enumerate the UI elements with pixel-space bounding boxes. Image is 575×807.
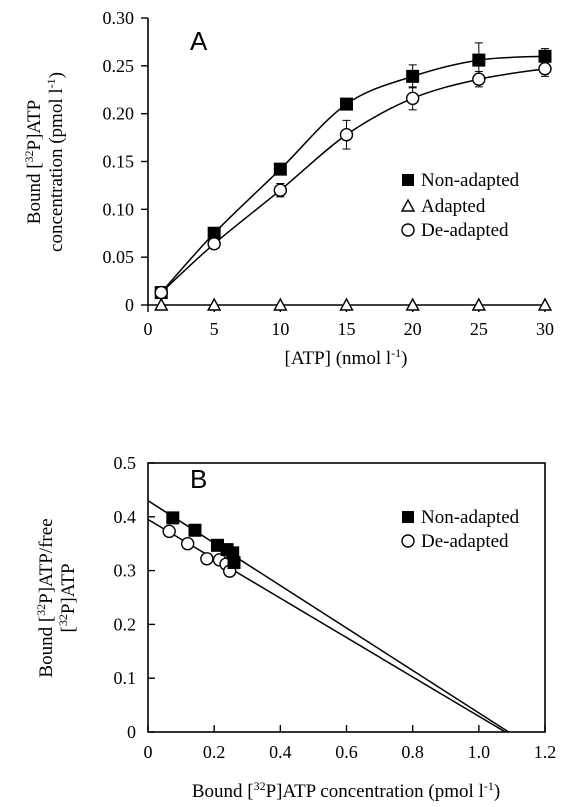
data-point-filled-square (273, 162, 287, 176)
data-point-filled-square (166, 511, 180, 525)
legend-open-triangle-icon (400, 198, 416, 212)
data-point-open-circle (180, 537, 195, 551)
data-point-open-circle (405, 91, 420, 106)
panel-a-y-ticks: 0 0.05 0.10 0.15 0.20 0.25 0.30 (103, 8, 148, 315)
panel-b-points (162, 511, 241, 578)
data-point-filled-square (227, 556, 241, 570)
y-tick-label: 0.25 (103, 56, 135, 76)
legend-open-circle-icon (401, 223, 415, 237)
panel-b-frame (147, 462, 546, 733)
x-tick-label: 0.2 (203, 742, 226, 762)
y-tick-label: 0.5 (114, 453, 137, 473)
y-tick-label: 0.30 (103, 8, 135, 28)
panel-b-legend-de-adapted: De-adapted (421, 531, 509, 552)
x-tick-label: 5 (210, 319, 219, 339)
y-tick-label: 0.1 (114, 668, 137, 688)
panel-a-legend-non-adapted: Non-adapted (421, 170, 520, 191)
panel-b-legend: Non-adapted De-adapted (401, 507, 520, 552)
y-tick-label: 0.05 (103, 247, 135, 267)
data-point-open-triangle (154, 297, 169, 311)
x-tick-label: 15 (338, 319, 356, 339)
data-point-open-triangle (273, 297, 288, 311)
panel-b-x-axis-title: Bound [32P]ATP concentration (pmol l-1) (192, 779, 500, 802)
data-point-filled-square (406, 69, 420, 83)
x-tick-label: 1.0 (468, 742, 491, 762)
panel-a-y-axis-title-line2: concentration (pmol l-1) (44, 72, 67, 252)
panel-a-legend: Non-adapted Adapted De-adapted (400, 170, 520, 241)
legend-open-circle-icon (401, 534, 415, 548)
panel-a-y-axis-title: Bound [32P]ATP (22, 100, 45, 224)
y-tick-label: 0 (125, 295, 134, 315)
y-tick-label: 0.20 (103, 104, 135, 124)
panel-b: B 0 0.1 0.2 0.3 0.4 0.5 0 0.2 0.4 0.6 0.8 1.0 1.2 B… (34, 453, 556, 802)
panel-b-y-ticks: 0 0.1 0.2 0.3 0.4 0.5 (114, 453, 155, 742)
data-point-filled-square (188, 523, 202, 537)
x-tick-label: 0.6 (335, 742, 358, 762)
data-point-open-circle (472, 72, 486, 86)
data-point-open-circle (200, 552, 214, 566)
data-point-open-triangle (537, 297, 553, 311)
y-tick-label: 0.15 (103, 152, 135, 172)
data-point-open-circle (154, 285, 168, 300)
data-point-open-circle (339, 128, 354, 142)
x-tick-label: 0.4 (269, 742, 292, 762)
x-tick-label: 1.2 (534, 742, 557, 762)
panel-a-x-axis-title: [ATP] (nmol l-1) (285, 346, 408, 369)
y-tick-label: 0.2 (114, 614, 137, 634)
x-tick-label: 30 (536, 319, 554, 339)
panel-b-legend-non-adapted: Non-adapted (421, 507, 520, 528)
panel-a-legend-adapted: Adapted (421, 196, 486, 217)
data-point-open-circle (273, 183, 288, 197)
data-point-open-circle (538, 62, 552, 76)
data-point-open-triangle (471, 297, 487, 311)
legend-filled-square-icon (402, 511, 414, 523)
panel-a-points (154, 49, 553, 311)
panel-a: A 0 0.05 0.10 0.15 0.20 0.25 0.30 0 5 10 15 20 25 30… (22, 8, 554, 369)
panel-b-x-ticks: 0 0.2 0.4 0.6 0.8 1.0 1.2 (144, 725, 557, 762)
regression-line-0 (147, 500, 510, 733)
y-tick-label: 0.3 (114, 561, 137, 581)
data-point-filled-square (538, 49, 552, 63)
data-point-filled-square (340, 97, 353, 111)
data-point-open-triangle (206, 297, 222, 311)
panel-a-label: A (190, 26, 208, 56)
data-point-open-triangle (405, 297, 420, 311)
panel-b-label: B (190, 464, 207, 494)
y-tick-label: 0.4 (114, 507, 137, 527)
y-tick-label: 0.10 (103, 199, 135, 219)
panel-b-y-axis-title-line2: [32P]ATP (56, 563, 79, 632)
data-point-filled-square (207, 226, 221, 240)
panel-a-legend-de-adapted: De-adapted (421, 220, 509, 241)
legend-filled-square-icon (402, 174, 414, 186)
x-tick-label: 0.8 (401, 742, 424, 762)
data-point-open-triangle (339, 297, 354, 311)
data-point-filled-square (472, 53, 486, 67)
x-tick-label: 0 (144, 319, 153, 339)
data-point-open-circle (207, 237, 221, 251)
y-tick-label: 0 (127, 722, 136, 742)
x-tick-label: 0 (144, 742, 153, 762)
x-tick-label: 20 (404, 319, 422, 339)
panel-b-y-axis-title: Bound [32P]ATP/free (34, 518, 57, 677)
x-tick-label: 10 (271, 319, 289, 339)
x-tick-label: 25 (470, 319, 488, 339)
data-point-open-circle (162, 524, 176, 539)
